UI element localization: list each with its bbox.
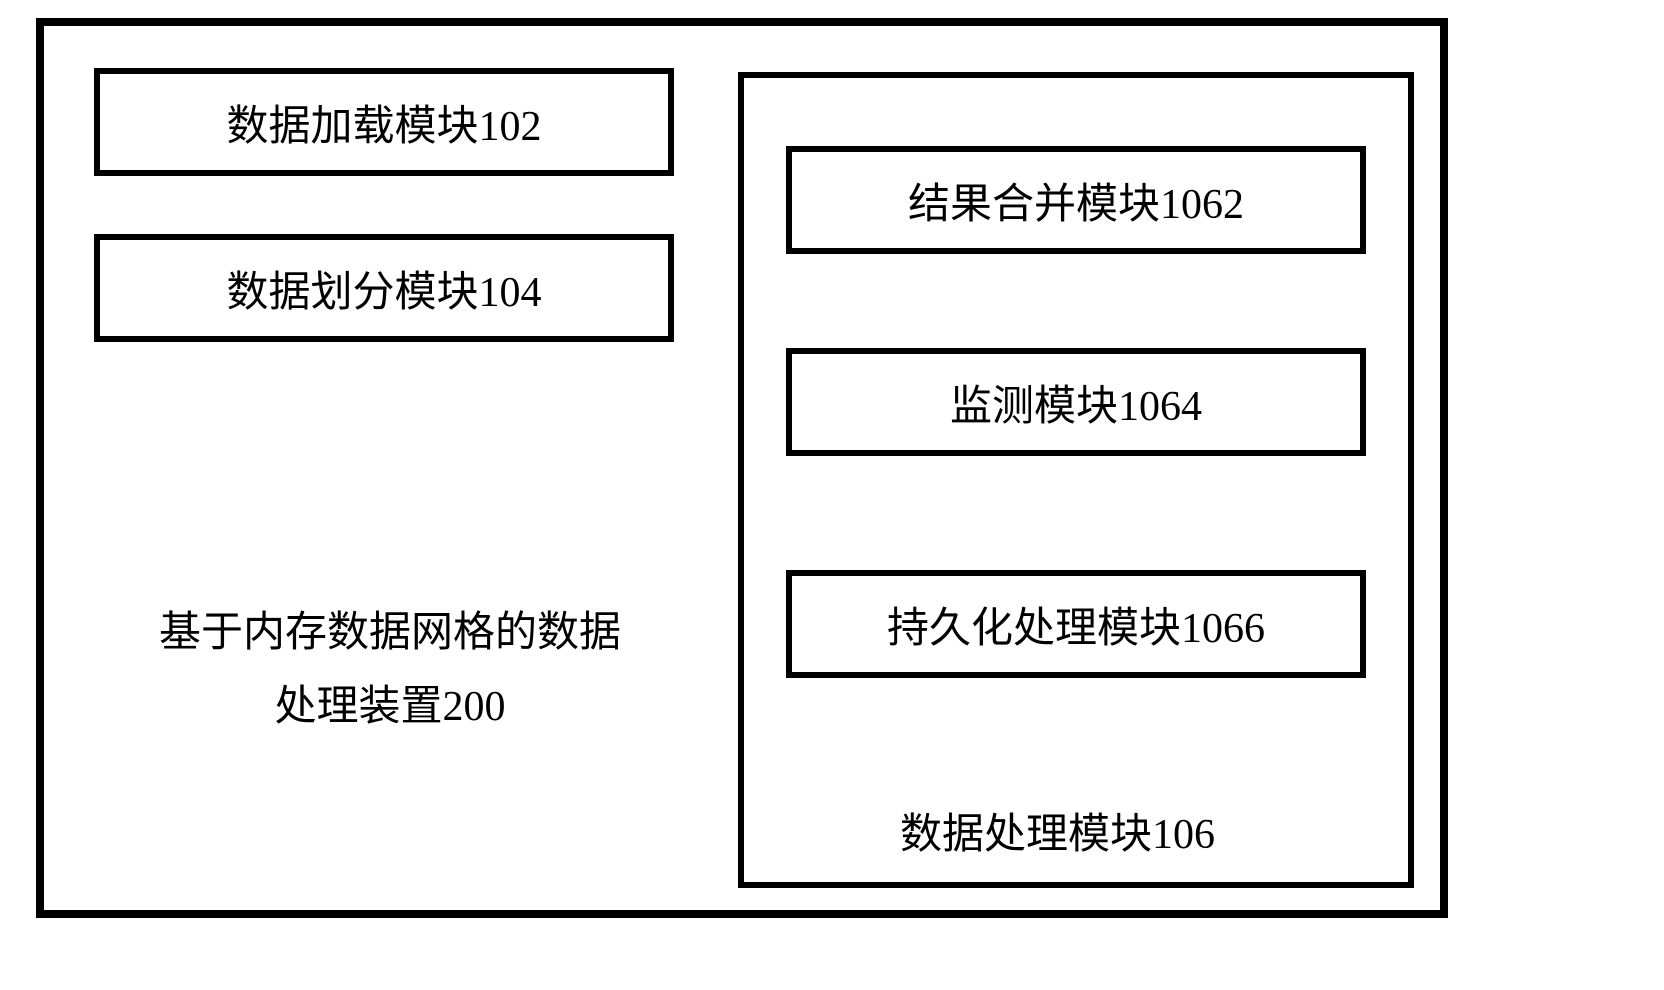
module-data-partition: 数据划分模块104 bbox=[94, 234, 674, 342]
device-caption-line2: 处理装置200 bbox=[110, 670, 670, 744]
module-data-load: 数据加载模块102 bbox=[94, 68, 674, 176]
module-label: 持久化处理模块1066 bbox=[887, 594, 1265, 655]
device-caption: 基于内存数据网格的数据 处理装置200 bbox=[110, 596, 670, 744]
module-label: 数据加载模块102 bbox=[226, 92, 541, 153]
module-monitor: 监测模块1064 bbox=[786, 348, 1366, 456]
right-panel-caption: 数据处理模块106 bbox=[900, 800, 1215, 861]
module-label: 监测模块1064 bbox=[950, 372, 1202, 433]
module-result-merge: 结果合并模块1062 bbox=[786, 146, 1366, 254]
diagram-canvas: 数据加载模块102 数据划分模块104 结果合并模块1062 监测模块1064 … bbox=[0, 0, 1664, 990]
module-label: 数据划分模块104 bbox=[226, 258, 541, 319]
module-label: 结果合并模块1062 bbox=[908, 170, 1244, 231]
module-persist: 持久化处理模块1066 bbox=[786, 570, 1366, 678]
device-caption-line1: 基于内存数据网格的数据 bbox=[110, 596, 670, 670]
right-panel-caption-text: 数据处理模块106 bbox=[900, 812, 1215, 858]
